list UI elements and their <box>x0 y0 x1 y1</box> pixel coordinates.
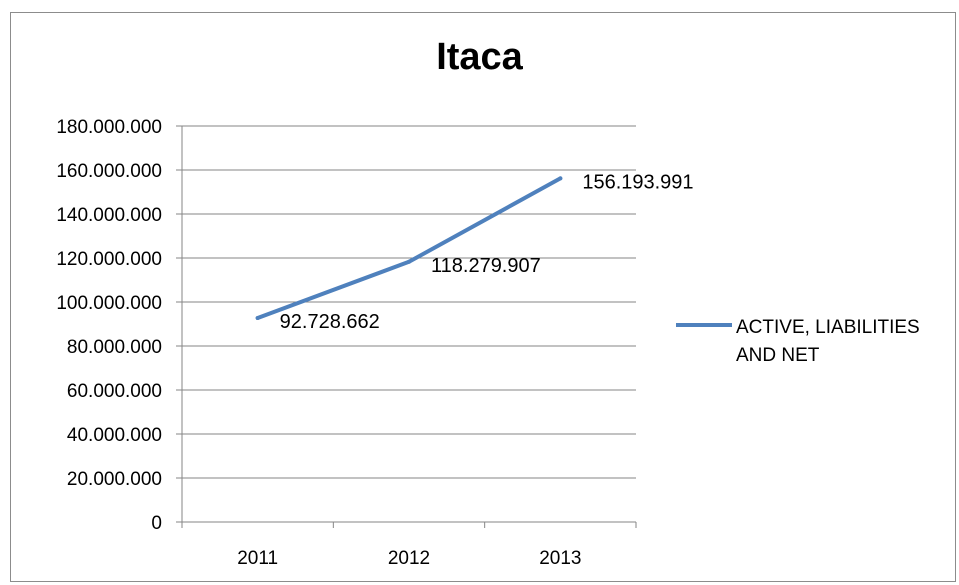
x-axis-ticks: 2011 2012 2013 <box>181 522 637 569</box>
x-tick-label: 2011 <box>237 548 278 569</box>
data-label: 118.279.907 <box>431 255 541 277</box>
data-label: 92.728.662 <box>280 311 380 333</box>
y-tick-label: 160.000.000 <box>56 161 162 182</box>
y-tick-label: 20.000.000 <box>67 469 162 490</box>
legend-label: ACTIVE, LIABILITIES AND NET <box>736 317 920 366</box>
axes <box>181 126 636 523</box>
y-tick-label: 140.000.000 <box>56 205 162 226</box>
y-axis-ticks: 0 20.000.000 40.000.000 60.000.000 80.000.00… <box>56 117 182 534</box>
x-tick-label: 2013 <box>539 548 581 569</box>
data-point <box>255 315 260 320</box>
series-line <box>255 176 563 320</box>
y-tick-label: 100.000.000 <box>56 293 162 314</box>
chart-frame <box>10 12 956 582</box>
y-tick-label: 40.000.000 <box>67 425 162 446</box>
y-tick-label: 0 <box>151 513 162 534</box>
data-labels: 92.728.662 118.279.907 156.193.991 <box>280 171 694 333</box>
data-label: 156.193.991 <box>582 171 693 193</box>
series-group <box>255 176 563 320</box>
data-point <box>558 176 563 181</box>
data-point <box>407 259 411 264</box>
legend-line-swatch <box>676 323 732 327</box>
chart-title: Itaca <box>436 36 523 78</box>
x-tick-label: 2012 <box>388 548 430 569</box>
y-tick-label: 180.000.000 <box>56 117 162 138</box>
y-tick-label: 60.000.000 <box>67 381 162 402</box>
y-tick-label: 120.000.000 <box>56 249 162 270</box>
y-tick-label: 80.000.000 <box>67 337 162 358</box>
gridlines <box>182 125 636 479</box>
